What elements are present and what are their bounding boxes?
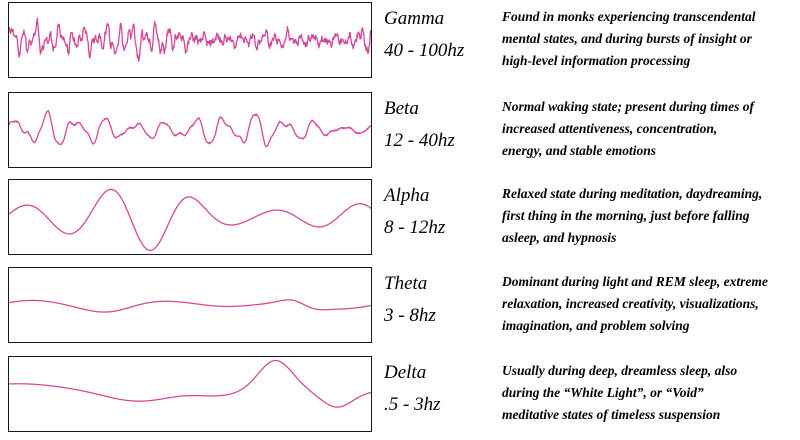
gamma-description-line: mental states, and during bursts of insi… — [502, 31, 752, 46]
alpha-description-line: asleep, and hypnosis — [502, 230, 617, 245]
delta-band-range: .5 - 3hz — [384, 394, 441, 415]
theta-description-line: imagination, and problem solving — [502, 318, 690, 333]
waveform-line — [9, 188, 371, 252]
beta-description-line: Normal waking state; present during time… — [502, 99, 755, 114]
delta-waveform — [9, 359, 371, 408]
beta-waveform — [9, 110, 371, 148]
theta-band-name: Theta — [384, 273, 428, 294]
delta-description: Usually during deep, dreamless sleep, al… — [502, 360, 794, 426]
theta-description-line: relaxation, increased creativity, visual… — [502, 296, 759, 311]
waveform-shadow-line — [9, 360, 371, 408]
beta-band-range: 12 - 40hz — [384, 130, 455, 151]
band-row-theta: Theta 3 - 8hz Dominant during light and … — [0, 267, 800, 347]
band-row-alpha: Alpha 8 - 12hz Relaxed state during medi… — [0, 179, 800, 259]
band-row-delta: Delta .5 - 3hz Usually during deep, drea… — [0, 356, 800, 436]
gamma-description-line: Found in monks experiencing transcendent… — [502, 9, 756, 24]
alpha-band-name: Alpha — [384, 185, 430, 206]
alpha-band-range: 8 - 12hz — [384, 217, 446, 238]
beta-description-line: energy, and stable emotions — [502, 143, 656, 158]
band-row-gamma: Gamma 40 - 100hz Found in monks experien… — [0, 2, 800, 82]
waveform-shadow-line — [9, 189, 371, 251]
delta-description-line: meditative states of timeless suspension — [502, 407, 721, 422]
theta-band-range: 3 - 8hz — [384, 305, 436, 326]
alpha-description-line: Relaxed state during meditation, daydrea… — [502, 186, 763, 201]
theta-waveform — [9, 299, 371, 313]
gamma-waveform — [9, 17, 371, 63]
beta-description: Normal waking state; present during time… — [502, 96, 794, 162]
gamma-wave-panel — [8, 2, 372, 78]
waveform-line — [9, 299, 371, 313]
theta-wave-panel — [8, 267, 372, 343]
delta-description-line: Usually during deep, dreamless sleep, al… — [502, 363, 738, 378]
waveform-shadow-line — [9, 18, 371, 62]
waveform-line — [9, 110, 371, 148]
alpha-description: Relaxed state during meditation, daydrea… — [502, 183, 794, 249]
waveform-line — [9, 359, 371, 408]
alpha-description-line: first thing in the morning, just before … — [502, 208, 750, 223]
band-row-beta: Beta 12 - 40hz Normal waking state; pres… — [0, 92, 800, 172]
waveform-shadow-line — [9, 110, 371, 147]
alpha-waveform — [9, 188, 371, 252]
beta-band-name: Beta — [384, 98, 419, 119]
gamma-band-name: Gamma — [384, 8, 445, 29]
beta-wave-panel — [8, 92, 372, 168]
gamma-band-range: 40 - 100hz — [384, 40, 465, 61]
beta-description-line: increased attentiveness, concentration, — [502, 121, 718, 136]
gamma-description-line: high-level information processing — [502, 53, 691, 68]
theta-description-line: Dominant during light and REM sleep, ext… — [502, 274, 768, 289]
theta-description: Dominant during light and REM sleep, ext… — [502, 271, 794, 337]
waveform-line — [9, 17, 371, 63]
delta-wave-panel — [8, 356, 372, 432]
gamma-description: Found in monks experiencing transcendent… — [502, 6, 794, 72]
delta-band-name: Delta — [384, 362, 427, 383]
alpha-wave-panel — [8, 179, 372, 255]
waveform-shadow-line — [9, 299, 371, 313]
delta-description-line: during the “White Light”, or “Void” — [502, 385, 704, 400]
